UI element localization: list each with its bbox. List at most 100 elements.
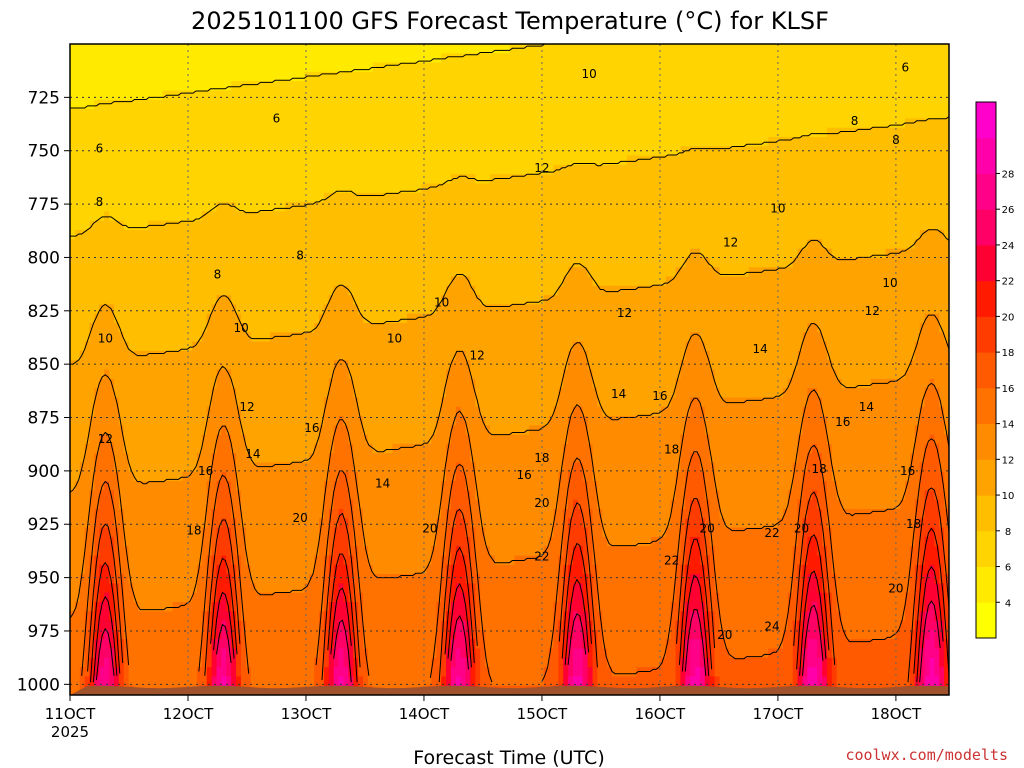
field-cell — [138, 118, 144, 129]
field-cell — [284, 239, 291, 250]
field-cell — [196, 481, 203, 491]
field-cell — [382, 667, 389, 677]
field-cell — [279, 323, 286, 333]
field-cell — [153, 276, 159, 287]
field-cell — [143, 109, 149, 119]
field-cell — [192, 44, 198, 54]
field-cell — [157, 629, 164, 640]
field-cell — [70, 667, 76, 677]
field-cell — [99, 360, 105, 371]
field-cell — [328, 192, 335, 203]
field-cell — [299, 555, 305, 566]
field-cell — [99, 425, 105, 436]
field-cell — [206, 230, 213, 240]
field-cell — [172, 127, 179, 138]
field-cell — [260, 230, 266, 240]
field-cell — [153, 620, 159, 631]
field-cell — [177, 574, 183, 584]
field-cell — [314, 257, 320, 268]
field-cell — [104, 109, 110, 119]
field-cell — [231, 509, 237, 519]
field-cell — [240, 350, 247, 361]
field-cell — [387, 295, 393, 305]
field-cell — [99, 536, 105, 547]
field-cell — [343, 527, 349, 538]
field-cell — [104, 164, 110, 175]
field-cell — [265, 611, 271, 622]
field-cell — [196, 425, 203, 436]
field-cell — [113, 592, 120, 603]
field-cell — [265, 230, 271, 240]
field-cell — [338, 406, 345, 417]
field-cell — [70, 295, 76, 305]
field-cell — [182, 295, 188, 305]
field-cell — [397, 388, 403, 398]
field-cell — [172, 192, 179, 203]
field-cell — [382, 443, 389, 454]
field-cell — [221, 137, 227, 147]
field-cell — [240, 192, 247, 203]
field-cell — [99, 183, 105, 194]
field-cell — [133, 285, 139, 296]
field-cell — [231, 378, 237, 389]
field-cell — [84, 257, 91, 268]
field-cell — [348, 146, 354, 157]
field-cell — [162, 602, 169, 612]
field-cell — [260, 592, 266, 603]
field-cell — [109, 220, 115, 231]
field-cell — [182, 350, 188, 361]
field-cell — [289, 648, 296, 659]
field-cell — [167, 118, 174, 129]
field-cell — [84, 629, 91, 640]
field-cell — [240, 202, 247, 212]
field-cell — [84, 341, 91, 352]
field-cell — [157, 369, 164, 380]
field-cell — [294, 62, 301, 73]
field-cell — [284, 332, 291, 343]
field-cell — [279, 639, 286, 650]
field-cell — [397, 648, 403, 659]
field-cell — [402, 564, 408, 575]
field-cell — [226, 667, 232, 677]
field-cell — [314, 462, 320, 473]
field-cell — [226, 53, 232, 64]
field-cell — [123, 453, 130, 464]
field-cell — [309, 220, 315, 231]
field-cell — [250, 527, 257, 538]
field-cell — [240, 648, 247, 659]
field-cell — [177, 564, 183, 575]
field-cell — [143, 323, 149, 333]
field-cell — [284, 471, 291, 482]
field-cell — [294, 71, 301, 82]
field-cell — [255, 174, 262, 185]
field-cell — [240, 388, 247, 398]
field-cell — [392, 230, 398, 240]
field-cell — [304, 239, 310, 250]
field-cell — [226, 323, 232, 333]
field-cell — [143, 434, 149, 445]
field-cell — [74, 602, 81, 612]
field-cell — [162, 230, 169, 240]
field-cell — [255, 81, 262, 92]
field-cell — [162, 481, 169, 491]
field-cell — [104, 174, 110, 185]
field-cell — [333, 230, 340, 240]
field-cell — [382, 434, 389, 445]
field-cell — [99, 406, 105, 417]
field-cell — [411, 304, 418, 315]
field-cell — [250, 676, 257, 687]
field-cell — [387, 397, 393, 408]
field-cell — [167, 564, 174, 575]
field-cell — [148, 81, 154, 92]
field-cell — [314, 285, 320, 296]
field-cell — [182, 443, 188, 454]
field-cell — [406, 211, 413, 222]
field-cell — [377, 230, 384, 240]
field-cell — [192, 248, 198, 259]
field-cell — [221, 443, 227, 454]
field-cell — [187, 564, 193, 575]
field-cell — [187, 602, 193, 612]
field-cell — [79, 583, 86, 594]
field-cell — [123, 527, 130, 538]
field-cell — [265, 462, 271, 473]
